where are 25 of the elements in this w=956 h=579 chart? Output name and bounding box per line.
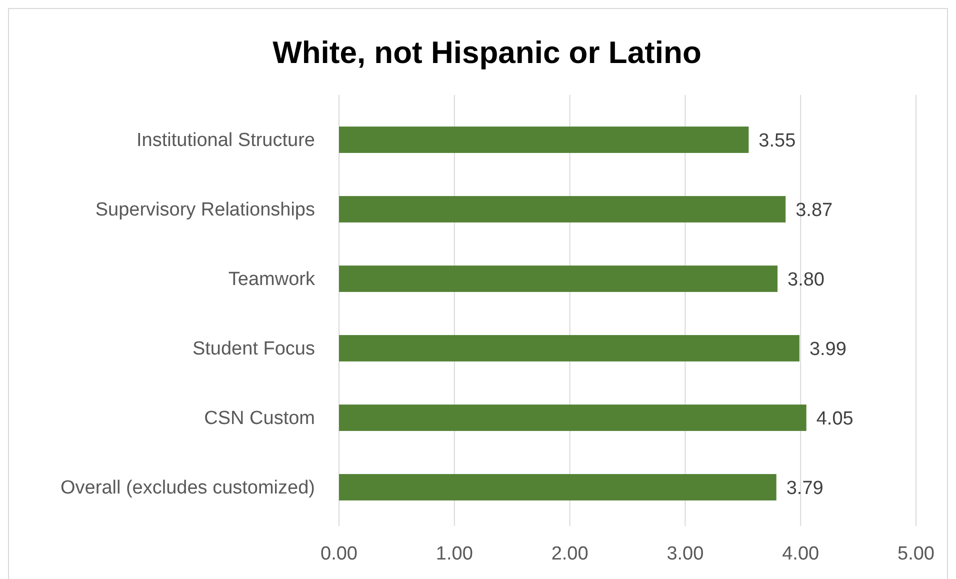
bar [339, 335, 800, 362]
bar [339, 266, 778, 292]
data-label: 4.05 [816, 408, 854, 430]
bar [339, 126, 749, 153]
chart-title: White, not Hispanic or Latino [272, 35, 702, 70]
bar [339, 196, 786, 222]
data-label: 3.87 [796, 200, 833, 221]
x-tick-label: 5.00 [898, 543, 934, 564]
bar [339, 474, 776, 500]
x-tick-label: 3.00 [666, 543, 704, 564]
y-tick-label: Overall (excludes customized) [60, 477, 315, 498]
x-tick-label: 0.00 [320, 543, 358, 564]
x-tick-label: 4.00 [782, 543, 820, 564]
y-tick-label: Student Focus [192, 338, 315, 360]
data-label: 3.99 [809, 338, 846, 360]
x-tick-label: 2.00 [551, 543, 588, 564]
y-tick-label: Teamwork [228, 268, 316, 290]
y-tick-label: Supervisory Relationships [95, 199, 315, 220]
data-label: 3.80 [788, 269, 825, 290]
x-tick-label: 1.00 [436, 543, 473, 564]
data-label: 3.79 [786, 478, 824, 499]
y-tick-label: CSN Custom [204, 408, 315, 429]
bar [339, 404, 806, 431]
y-tick-label: Institutional Structure [136, 130, 315, 151]
data-label: 3.55 [758, 130, 796, 152]
